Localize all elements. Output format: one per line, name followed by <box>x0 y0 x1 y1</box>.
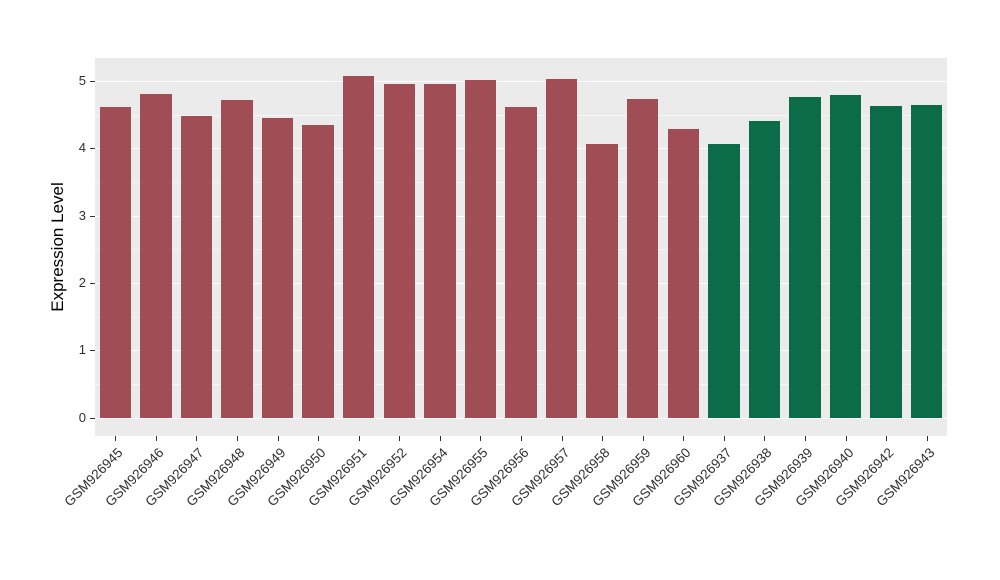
x-tick-mark <box>277 436 279 441</box>
x-tick-mark <box>521 436 522 441</box>
bar <box>829 95 862 418</box>
x-tick-mark <box>561 436 563 441</box>
x-tick-mark <box>845 436 847 441</box>
gridline-major <box>95 417 947 419</box>
y-tick-mark <box>90 283 95 284</box>
bar <box>626 99 659 418</box>
y-tick-label: 3 <box>78 207 86 223</box>
x-tick-mark <box>480 436 482 441</box>
x-tick-mark <box>439 436 441 441</box>
bar <box>586 144 618 418</box>
y-tick-label: 2 <box>78 275 86 290</box>
bar <box>870 105 902 418</box>
y-tick-mark <box>90 215 95 217</box>
bar <box>424 83 456 418</box>
bar <box>221 100 253 418</box>
bar <box>505 107 537 418</box>
x-tick-mark <box>602 436 604 441</box>
bar <box>748 120 781 418</box>
bar <box>302 125 334 418</box>
y-tick-label: 0 <box>78 409 86 425</box>
x-tick-mark <box>318 436 320 441</box>
gridline-major <box>95 80 947 82</box>
x-tick-mark <box>115 436 117 441</box>
bar <box>464 80 497 418</box>
bar <box>261 118 294 418</box>
y-tick-label: 4 <box>78 140 86 156</box>
y-tick-label: 1 <box>78 342 86 358</box>
y-axis-title: Expression Level <box>48 182 67 312</box>
bar <box>789 97 821 418</box>
x-tick-mark <box>683 436 685 441</box>
y-tick-mark <box>90 148 95 150</box>
x-tick-mark <box>155 436 157 441</box>
bar <box>708 143 740 418</box>
x-tick-mark <box>358 436 360 441</box>
y-tick-label: 5 <box>78 72 86 88</box>
x-tick-mark <box>886 436 888 441</box>
bar <box>910 105 943 418</box>
x-tick-mark <box>196 436 198 441</box>
x-tick-mark <box>764 436 766 441</box>
x-tick-mark <box>642 436 644 441</box>
bar <box>140 94 172 418</box>
x-tick-mark <box>926 436 928 441</box>
y-tick-mark <box>90 417 95 419</box>
y-tick-mark <box>90 350 95 352</box>
x-tick-mark <box>805 436 806 441</box>
bar <box>99 107 132 418</box>
bar <box>667 128 700 418</box>
x-tick-mark <box>399 436 401 441</box>
bar <box>180 115 213 418</box>
x-tick-mark <box>723 436 725 441</box>
x-tick-mark <box>237 436 238 441</box>
bar <box>342 76 375 418</box>
bar <box>545 78 578 418</box>
bar <box>383 84 416 418</box>
plot-panel <box>95 58 947 436</box>
y-tick-mark <box>90 80 95 82</box>
